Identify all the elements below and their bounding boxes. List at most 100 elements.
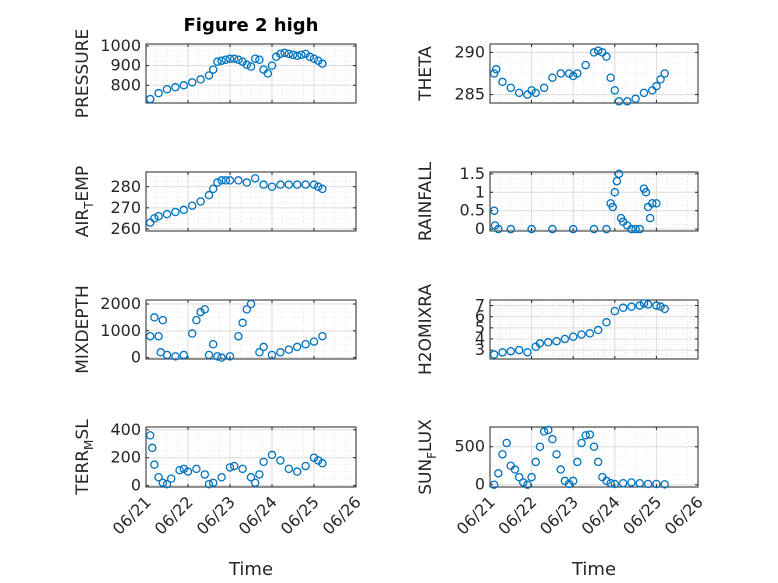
- x-tick-label: 06/21: [109, 492, 155, 538]
- subplot-mixdepth: 0 1000 2000 MIXDEPTH: [73, 285, 357, 374]
- data-point: [204, 350, 214, 360]
- data-point: [154, 331, 163, 341]
- data-point: [234, 331, 243, 341]
- data-point: [585, 430, 595, 439]
- data-point: [145, 94, 155, 104]
- data-point: [535, 339, 545, 348]
- data-point: [313, 182, 323, 191]
- data-point: [242, 60, 252, 69]
- data-point: [221, 55, 231, 64]
- data-point: [647, 86, 657, 95]
- series-points: [489, 299, 669, 359]
- data-point: [259, 457, 268, 467]
- data-point: [200, 470, 210, 479]
- data-point: [494, 469, 503, 478]
- data-point: [489, 69, 499, 78]
- data-point: [498, 77, 507, 87]
- data-point: [154, 211, 163, 221]
- x-axis-label: Time: [228, 559, 273, 580]
- data-point: [187, 329, 197, 338]
- data-point: [208, 478, 218, 488]
- data-point: [531, 457, 541, 467]
- data-point: [612, 176, 622, 186]
- data-point: [318, 459, 327, 468]
- data-point: [652, 81, 661, 91]
- data-point: [213, 178, 222, 187]
- data-point: [523, 480, 532, 489]
- series-points: [145, 174, 327, 227]
- data-point: [543, 425, 553, 435]
- data-point: [593, 46, 603, 55]
- data-point: [610, 188, 620, 197]
- data-point: [498, 348, 507, 357]
- data-point: [200, 305, 210, 314]
- data-point: [267, 350, 277, 360]
- y-tick-label: 290: [454, 42, 485, 61]
- y-tick-label: 0: [131, 476, 141, 495]
- data-point: [527, 224, 536, 234]
- data-point: [523, 348, 532, 357]
- data-point: [614, 97, 624, 106]
- data-point: [573, 457, 582, 467]
- data-point: [527, 472, 536, 482]
- data-point: [627, 302, 636, 311]
- x-tick-label: 06/22: [151, 492, 197, 538]
- data-point: [234, 55, 243, 64]
- y-axis-label: MIXDEPTH: [73, 285, 93, 374]
- data-point: [162, 350, 172, 360]
- data-point: [255, 470, 264, 479]
- data-point: [568, 476, 578, 486]
- data-point: [145, 431, 155, 440]
- data-point: [225, 54, 235, 64]
- data-point: [292, 467, 302, 476]
- series-points: [145, 48, 327, 104]
- data-point: [643, 300, 653, 309]
- data-point: [489, 350, 499, 359]
- data-point: [506, 346, 516, 356]
- data-point: [656, 302, 665, 311]
- data-point: [208, 65, 218, 74]
- y-axis-label: TERRMSL: [73, 419, 96, 496]
- data-point: [614, 169, 624, 179]
- data-point: [610, 86, 620, 95]
- data-point: [242, 178, 252, 187]
- subplot-theta: 285 290 THETA: [416, 42, 699, 106]
- data-point: [652, 479, 661, 489]
- series-points: [145, 431, 327, 489]
- data-point: [568, 71, 578, 81]
- data-point: [514, 472, 524, 482]
- x-tick-label: 06/26: [319, 492, 365, 538]
- data-point: [238, 464, 247, 474]
- data-point: [204, 479, 214, 489]
- data-point: [267, 450, 277, 460]
- data-point: [276, 49, 285, 59]
- data-point: [660, 69, 669, 78]
- data-point: [610, 306, 620, 316]
- y-tick-label: 800: [110, 75, 141, 94]
- data-point: [602, 476, 611, 486]
- series-points: [489, 425, 669, 489]
- data-point: [548, 73, 557, 82]
- data-point: [150, 214, 159, 223]
- y-axis-label: H2OMIXRA: [416, 284, 436, 375]
- data-point: [145, 331, 155, 341]
- y-axis-label: RAINFALL: [416, 161, 436, 241]
- data-point: [250, 478, 260, 488]
- data-point: [229, 461, 239, 471]
- y-axis-label: THETA: [416, 46, 436, 102]
- data-point: [610, 479, 620, 489]
- y-tick-label: 1: [475, 182, 485, 201]
- data-point: [577, 330, 586, 339]
- data-point: [187, 201, 197, 210]
- data-point: [162, 479, 172, 489]
- data-point: [535, 442, 545, 451]
- data-point: [246, 62, 256, 71]
- data-point: [208, 339, 218, 349]
- data-point: [171, 207, 180, 217]
- figure-title: Figure 2 high: [184, 15, 319, 36]
- data-point: [606, 73, 615, 82]
- data-point: [641, 188, 651, 197]
- data-point: [514, 345, 524, 355]
- data-point: [564, 69, 574, 78]
